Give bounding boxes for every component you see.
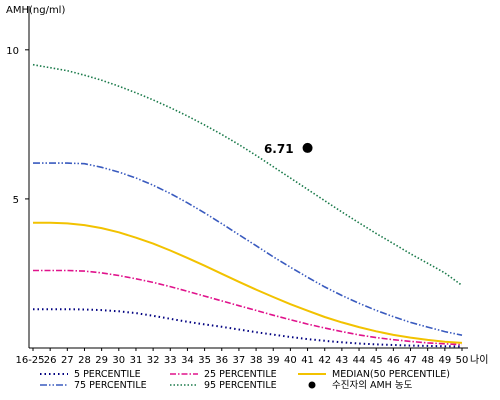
series-line-25-percentile [33,269,463,346]
x-tick-label: 27 [61,355,74,366]
y-tick-label: 10 [6,46,19,57]
legend-label: 75 PERCENTILE [74,380,147,391]
x-tick-label: 31 [130,355,143,366]
legend-label: 95 PERCENTILE [204,380,277,391]
x-tick-label: 46 [387,355,400,366]
legend-label: MEDIAN(50 PERCENTILE) [332,369,450,380]
series-line-5-percentile [33,308,463,348]
x-tick-label: 42 [318,355,331,366]
y-tick-label: 5 [13,195,19,206]
x-tick-label: 47 [404,355,417,366]
legend-point-swatch [308,381,316,389]
x-tick-label: 28 [78,355,91,366]
x-tick-label: 30 [112,355,125,366]
x-tick-label: 36 [215,355,228,366]
x-tick-label: 50 [456,355,469,366]
x-tick-label: 35 [198,355,211,366]
x-tick-label: 32 [147,355,160,366]
legend-label: 5 PERCENTILE [74,369,141,380]
x-tick-label: 49 [438,355,451,366]
x-tick-label: 37 [233,355,246,366]
x-tick-label: 44 [353,355,366,366]
x-tick-label: 41 [301,355,314,366]
series-line-median-50-percentile [33,221,463,344]
patient-amh-label: 6.71 [264,142,294,156]
x-tick-label: 29 [95,355,108,366]
axes: 5 10 16-25 26 27 28 29 30 31 32 33 34 35 36 37 38 39 40 41… [6,6,468,366]
points-layer: 6.71 [264,142,313,156]
x-tick-label: 34 [181,355,194,366]
series-layer [32,63,463,348]
legend-label: 25 PERCENTILE [204,369,277,380]
legend: 5 PERCENTILE 25 PERCENTILE MEDIAN(50 PERCE… [40,369,450,391]
x-tick-label: 45 [370,355,383,366]
y-axis-title: AMH(ng/ml) [6,5,65,16]
x-tick-label: 33 [164,355,177,366]
x-tick-label: 26 [44,355,57,366]
x-tick-label: 40 [284,355,297,366]
patient-amh-point [302,142,313,153]
x-tick-label: 38 [250,355,263,366]
x-tick-label: 16-25 [15,355,44,366]
x-tick-label: 43 [336,355,349,366]
x-axis-title: 나이 [470,354,488,366]
x-tick-label: 48 [421,355,434,366]
legend-label: 수진자의 AMH 농도 [332,380,413,391]
x-tick-label: 39 [267,355,280,366]
series-line-95-percentile [32,63,463,287]
